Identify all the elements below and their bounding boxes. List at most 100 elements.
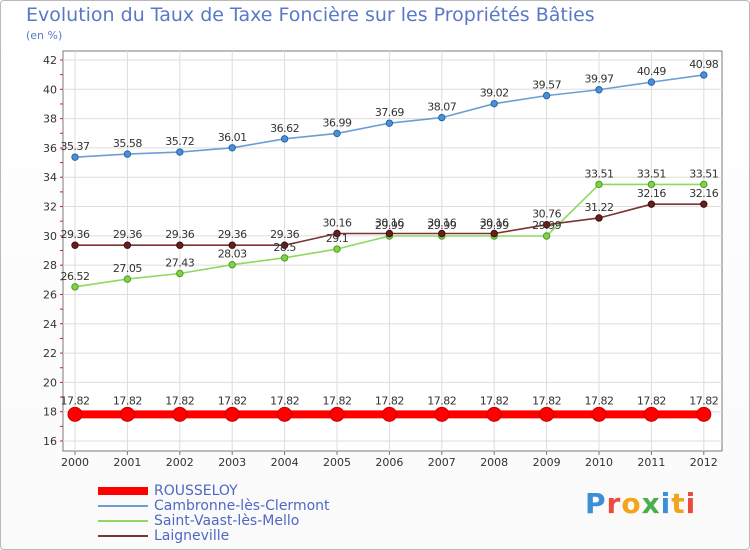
y-tick-label: 32: [43, 201, 57, 214]
data-point: [647, 200, 656, 208]
data-point: [71, 241, 79, 249]
legend-swatch: [98, 487, 148, 495]
data-point: [277, 406, 293, 422]
brand-letter: o: [621, 487, 642, 520]
data-label: 40.49: [637, 65, 666, 78]
brand-letter: r: [606, 487, 622, 520]
data-point: [123, 275, 132, 283]
data-point: [176, 241, 184, 249]
data-label: 29.1: [326, 232, 349, 245]
x-tick-label: 2007: [428, 456, 456, 469]
data-point: [700, 200, 708, 208]
data-label: 29.99: [375, 219, 404, 232]
data-label: 17.82: [585, 394, 614, 407]
x-tick-label: 2004: [271, 456, 299, 469]
data-point: [438, 113, 446, 122]
legend-swatch: [98, 535, 148, 537]
data-label: 26.52: [61, 270, 90, 283]
legend-label: ROUSSELOY: [154, 483, 238, 499]
data-point: [123, 150, 132, 158]
data-point: [123, 241, 132, 249]
plot-area: [62, 50, 723, 452]
data-label: 33.51: [689, 167, 718, 180]
data-label: 32.16: [689, 187, 718, 200]
data-label: 39.97: [585, 73, 614, 86]
chart-title: Evolution du Taux de Taxe Foncière sur l…: [26, 4, 595, 26]
data-label: 38.07: [427, 101, 456, 114]
data-label: 39.57: [532, 79, 561, 92]
data-label: 17.82: [165, 394, 194, 407]
x-tick-label: 2012: [690, 456, 718, 469]
x-tick-label: 2002: [166, 456, 194, 469]
data-point: [595, 86, 603, 94]
data-point: [595, 180, 603, 189]
data-label: 17.82: [480, 394, 509, 407]
y-tick-label: 24: [43, 318, 57, 331]
data-point: [486, 406, 502, 422]
data-point: [539, 406, 555, 422]
data-point: [700, 71, 708, 79]
data-point: [176, 148, 184, 156]
data-point: [438, 229, 446, 238]
x-tick-label: 2006: [375, 456, 403, 469]
data-label: 32.16: [637, 187, 666, 200]
legend-label: Saint-Vaast-lès-Mello: [154, 513, 300, 529]
data-label: 17.82: [113, 394, 142, 407]
x-tick-label: 2005: [323, 456, 351, 469]
data-label: 30.16: [427, 217, 456, 230]
data-label: 27.05: [113, 262, 142, 275]
data-label: 29.99: [532, 219, 561, 232]
data-point: [228, 144, 236, 152]
data-point: [176, 269, 184, 278]
data-point: [385, 229, 394, 238]
y-tick-label: 22: [43, 347, 57, 360]
data-point: [490, 229, 498, 238]
data-label: 29.99: [480, 219, 509, 232]
data-point: [434, 406, 450, 422]
data-point: [647, 180, 656, 189]
data-label: 36.01: [218, 131, 247, 144]
data-point: [280, 254, 289, 262]
y-tick-label: 34: [43, 171, 57, 184]
legend-item: ROUSSELOY: [98, 484, 330, 499]
data-label: 31.22: [585, 201, 614, 214]
y-tick-label: 28: [43, 259, 57, 272]
data-point: [333, 229, 341, 238]
data-label: 30.16: [480, 217, 509, 230]
data-point: [172, 406, 188, 422]
legend-swatch: [98, 520, 148, 522]
data-label: 28.03: [218, 248, 247, 261]
x-tick-label: 2011: [637, 456, 665, 469]
legend-label: Laigneville: [154, 528, 230, 544]
data-label: 35.72: [165, 135, 194, 148]
data-point: [542, 221, 551, 229]
y-tick-label: 16: [43, 435, 57, 448]
data-point: [71, 153, 79, 161]
data-label: 29.36: [218, 228, 247, 241]
data-label: 17.82: [61, 394, 90, 407]
data-label: 35.58: [113, 137, 142, 150]
data-point: [696, 406, 712, 422]
legend-item: Laigneville: [98, 529, 330, 544]
brand-logo: Proxiti: [585, 487, 696, 520]
data-label: 29.36: [61, 228, 90, 241]
brand-letter: x: [641, 487, 661, 520]
data-label: 36.62: [270, 122, 299, 135]
data-label: 17.82: [270, 394, 299, 407]
x-tick-label: 2001: [113, 456, 141, 469]
y-tick-label: 36: [43, 142, 57, 155]
data-label: 29.36: [270, 228, 299, 241]
data-label: 29.36: [165, 228, 194, 241]
data-point: [542, 91, 551, 100]
brand-letter: i: [660, 487, 672, 520]
data-label: 17.82: [427, 394, 456, 407]
x-tick-label: 2000: [61, 456, 89, 469]
data-label: 39.02: [480, 87, 509, 100]
data-label: 17.82: [375, 394, 404, 407]
data-point: [228, 241, 236, 249]
data-point: [643, 406, 659, 422]
y-tick-label: 30: [43, 230, 57, 243]
data-point: [119, 406, 135, 422]
y-tick-label: 38: [43, 113, 57, 126]
data-label: 33.51: [585, 167, 614, 180]
